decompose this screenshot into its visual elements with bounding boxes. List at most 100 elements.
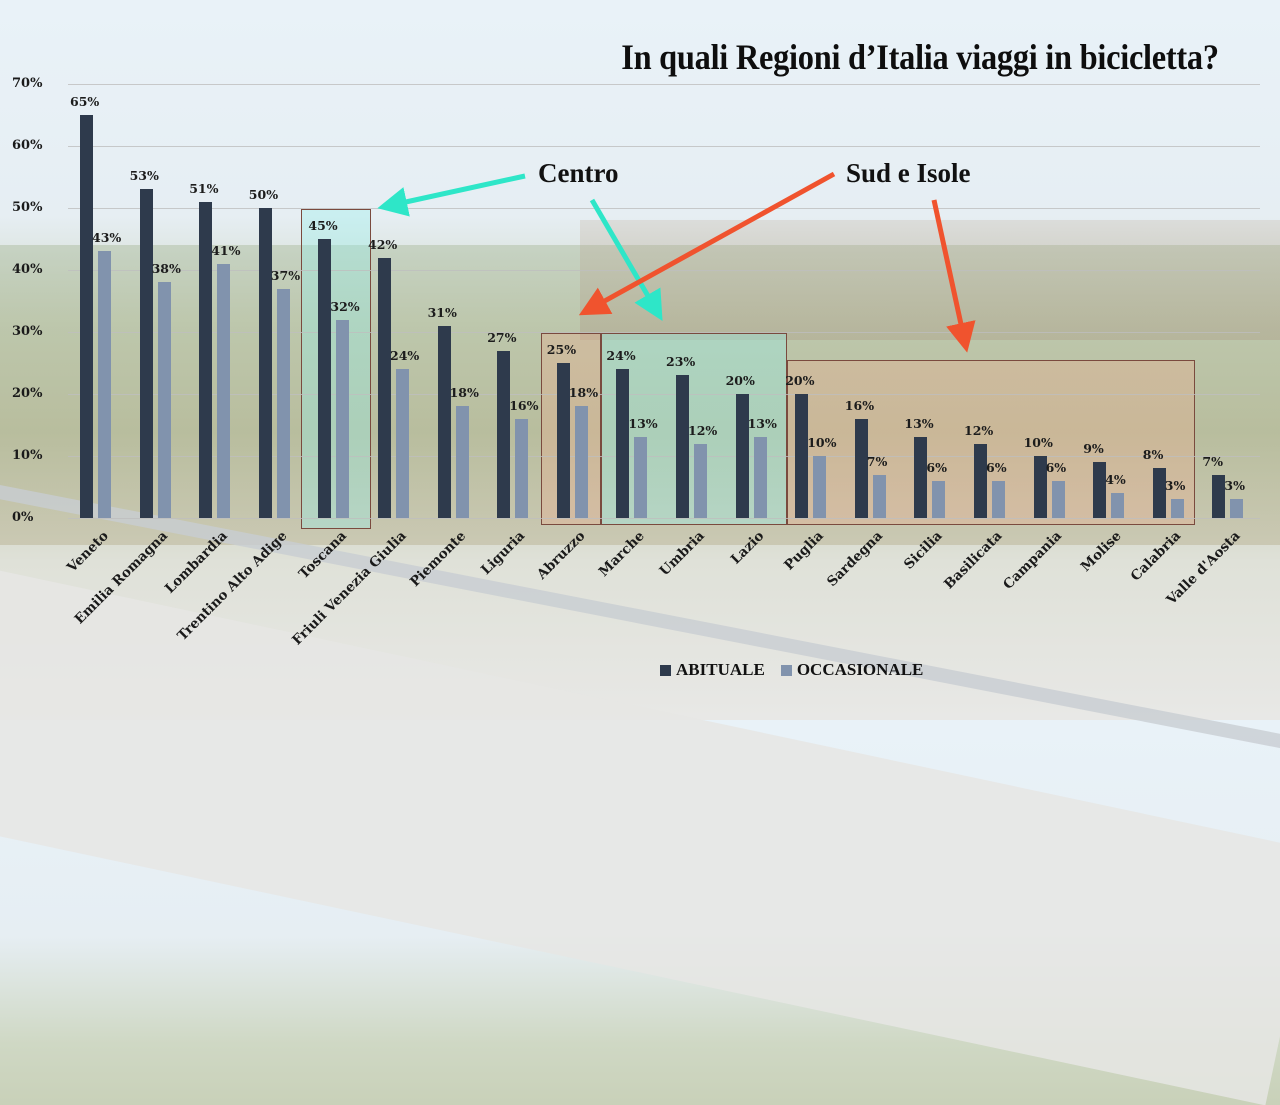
gridline	[68, 394, 1260, 395]
y-tick-label: 0%	[12, 510, 34, 525]
bar-occasionale	[1051, 480, 1065, 518]
y-tick-label: 70%	[12, 76, 43, 91]
y-tick-label: 60%	[12, 138, 43, 153]
bar-occasionale	[813, 456, 827, 518]
data-label: 3%	[1224, 478, 1245, 494]
bar-abituale	[258, 208, 272, 518]
data-label: 18%	[449, 385, 479, 401]
bar-abituale	[497, 350, 511, 518]
bar-group: 12% 6%	[962, 84, 1022, 518]
data-label: 6%	[1045, 459, 1067, 475]
gridline	[68, 208, 1260, 209]
gridline	[68, 332, 1260, 333]
data-label: 27%	[487, 329, 517, 345]
bar-group: 13% 6%	[902, 84, 962, 518]
bar-abituale	[1033, 456, 1047, 518]
data-label: 10%	[1023, 435, 1053, 450]
data-label: 32%	[330, 298, 360, 314]
data-label: 13%	[628, 416, 658, 432]
bar-occasionale	[1230, 499, 1244, 518]
bar-group: 24% 13%	[604, 84, 664, 518]
legend-swatch-icon	[660, 664, 671, 676]
data-label: 50%	[248, 187, 279, 202]
bar-occasionale	[753, 437, 767, 518]
bar-abituale	[914, 437, 928, 518]
data-label: 20%	[725, 373, 755, 388]
data-label: 3%	[1164, 478, 1186, 494]
legend: ABITUALE OCCASIONALE	[660, 660, 931, 680]
region-box-toscana	[301, 209, 371, 529]
sud-arrow-down	[931, 199, 976, 353]
data-label: 8%	[1142, 447, 1164, 463]
legend-label: ABITUALE	[676, 660, 765, 679]
legend-label: OCCASIONALE	[796, 660, 924, 679]
data-label: 10%	[807, 435, 837, 450]
background-town	[580, 220, 1280, 340]
y-tick-label: 30%	[12, 324, 43, 339]
data-label: 7%	[866, 453, 888, 469]
data-label: 13%	[747, 416, 777, 432]
bar-occasionale	[276, 288, 290, 518]
bar-abituale	[854, 418, 868, 518]
y-tick-label: 50%	[12, 200, 43, 215]
data-label: 13%	[904, 416, 934, 432]
bar-group: 23% 12%	[664, 84, 724, 518]
data-label: 18%	[568, 385, 599, 401]
bar-abituale	[676, 375, 689, 518]
sud-arrow-left	[578, 171, 836, 316]
bar-occasionale	[157, 282, 171, 518]
bar-occasionale	[1111, 493, 1125, 518]
bar-occasionale	[932, 480, 946, 518]
bar-group: 25% 18%	[545, 84, 605, 518]
bar-abituale	[80, 115, 93, 518]
bar-group: 53% 38%	[128, 84, 188, 518]
bar-abituale	[378, 257, 391, 518]
centro-arrow-down	[589, 198, 663, 321]
bar-occasionale	[455, 406, 469, 518]
data-label: 38%	[151, 261, 181, 277]
legend-swatch-icon	[780, 664, 792, 676]
data-label: 31%	[427, 304, 457, 320]
data-label: 9%	[1083, 441, 1104, 457]
annotation-centro: Centro	[538, 158, 619, 188]
y-tick-label: 10%	[12, 448, 43, 463]
bar-group: 7% 3%	[1200, 84, 1260, 518]
bar-abituale	[199, 201, 213, 518]
bar-occasionale	[396, 369, 409, 518]
y-tick-label: 40%	[12, 262, 43, 277]
bar-occasionale	[992, 480, 1005, 518]
data-label: 16%	[844, 397, 875, 413]
bar-abituale	[1152, 468, 1166, 518]
bar-group: 51% 41%	[187, 84, 247, 518]
bar-occasionale	[336, 319, 350, 518]
bar-abituale	[318, 239, 332, 518]
bar-group: 27% 16%	[485, 84, 545, 518]
y-tick-label: 20%	[12, 386, 43, 401]
data-label: 45%	[308, 218, 338, 233]
bar-group: 31% 18%	[426, 84, 486, 518]
data-label: 7%	[1202, 453, 1223, 469]
annotation-sud-isole: Sud e Isole	[846, 158, 971, 188]
gridline	[68, 518, 1260, 519]
bar-group: 20% 10%	[783, 84, 843, 518]
bar-occasionale	[515, 418, 529, 518]
gridline	[68, 84, 1260, 85]
data-label: 43%	[92, 230, 122, 246]
bar-group: 20% 13%	[724, 84, 784, 518]
annotation-arrows	[377, 171, 976, 353]
region-box-abruzzo	[541, 333, 601, 525]
data-label: 65%	[70, 94, 100, 109]
data-label: 23%	[666, 354, 696, 370]
bar-group: 45% 32%	[306, 84, 366, 518]
gridline	[68, 146, 1260, 147]
data-label: 16%	[509, 397, 539, 413]
data-label: 12%	[964, 422, 994, 438]
bar-occasionale	[574, 406, 588, 518]
data-label: 41%	[211, 242, 241, 258]
bar-abituale	[1093, 462, 1107, 518]
bar-group: 10% 6%	[1022, 84, 1082, 518]
data-label: 53%	[129, 168, 159, 184]
bar-group: 65% 43%	[68, 84, 128, 518]
bar-abituale	[139, 189, 153, 518]
data-label: 4%	[1105, 472, 1126, 488]
